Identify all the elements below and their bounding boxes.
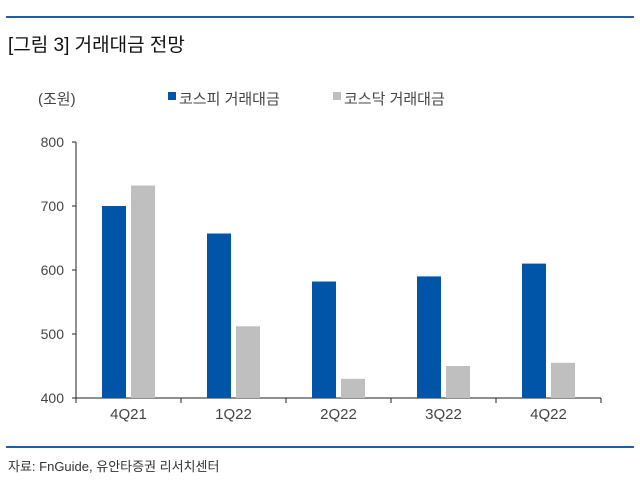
chart-title: [그림 3] 거래대금 전망: [8, 35, 185, 56]
bar-kosdaq: [236, 326, 260, 398]
y-tick-label: 400: [41, 390, 65, 406]
y-tick-label: 600: [41, 262, 65, 278]
legend-swatch: [168, 92, 176, 100]
bar-kosdaq: [551, 362, 575, 398]
y-axis-label: (조원): [38, 91, 76, 108]
bar-kospi: [207, 233, 231, 398]
x-tick-label: 4Q21: [110, 406, 147, 423]
bar-kospi: [417, 276, 441, 398]
source-note: 자료: FnGuide, 유안타증권 리서치센터: [8, 459, 220, 474]
top-rule: [6, 16, 634, 18]
x-tick-label: 4Q22: [530, 406, 567, 423]
y-tick-label: 800: [41, 134, 65, 150]
x-tick-label: 3Q22: [425, 406, 462, 423]
legend-swatch: [333, 92, 341, 100]
bar-kosdaq: [131, 185, 155, 398]
y-tick-label: 700: [41, 198, 65, 214]
bar-kospi: [312, 281, 336, 398]
bottom-rule: [6, 446, 634, 448]
bar-kospi: [522, 263, 546, 398]
bar-kosdaq: [341, 378, 365, 398]
legend-label: 코스피 거래대금: [179, 91, 280, 108]
bar-kospi: [102, 206, 126, 398]
x-tick-label: 1Q22: [215, 406, 252, 423]
x-tick-label: 2Q22: [320, 406, 357, 423]
legend-label: 코스닥 거래대금: [344, 91, 445, 108]
bar-kosdaq: [446, 366, 470, 398]
y-tick-label: 500: [41, 326, 65, 342]
